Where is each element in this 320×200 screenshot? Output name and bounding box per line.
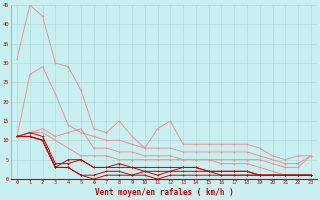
X-axis label: Vent moyen/en rafales ( km/h ): Vent moyen/en rafales ( km/h ) <box>95 188 233 197</box>
